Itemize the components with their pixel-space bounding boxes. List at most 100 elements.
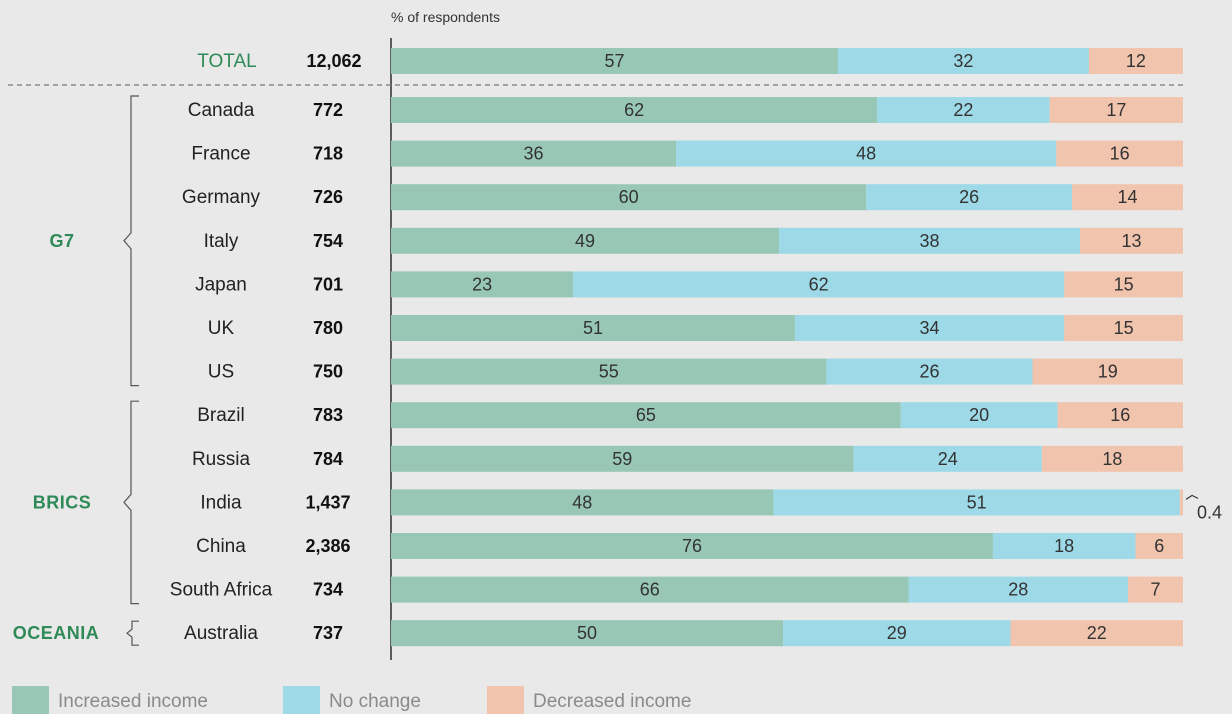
country-label: South Africa: [170, 580, 273, 601]
data-label: 20: [969, 405, 989, 425]
sample-size: 780: [313, 318, 343, 338]
sample-size: 772: [313, 100, 343, 120]
data-label: 38: [920, 231, 940, 251]
bar-segment-no-change: [877, 97, 1050, 123]
bar-segment-decreased-income: [1032, 358, 1183, 385]
bar-segment-decreased-income: [1080, 227, 1183, 254]
group-brace: [123, 95, 139, 387]
bar-segment-increased-income: [391, 140, 677, 167]
bar-segment-no-change: [773, 489, 1180, 516]
data-label: 48: [572, 492, 592, 512]
data-label: 18: [1054, 536, 1074, 556]
bar-segment-no-change: [783, 620, 1011, 647]
bar-segment-decreased-income: [1056, 140, 1183, 167]
sample-size: 754: [313, 231, 343, 251]
bar-segment-decreased-income: [1049, 97, 1183, 123]
country-label: India: [200, 492, 242, 513]
data-label: 32: [953, 51, 973, 71]
data-label: 29: [887, 623, 907, 643]
bar-segment-no-change: [837, 48, 1089, 74]
bar-segment-decreased-income: [1135, 533, 1183, 559]
data-label: 6: [1154, 536, 1164, 556]
bar-segment-decreased-income: [1010, 620, 1183, 647]
callout-line: [1185, 494, 1199, 500]
data-label: 49: [575, 231, 595, 251]
data-label: 51: [967, 492, 987, 512]
sample-size: 726: [313, 187, 343, 207]
bar-segment-no-change: [794, 315, 1065, 341]
data-label: 16: [1110, 144, 1130, 164]
bar-segment-decreased-income: [1072, 184, 1183, 211]
country-label: China: [196, 536, 246, 557]
data-label: 28: [1008, 580, 1028, 600]
sample-size: 718: [313, 144, 343, 164]
sample-size: 701: [313, 274, 343, 294]
sample-size: 734: [313, 580, 343, 600]
data-label: 59: [612, 449, 632, 469]
data-label: 17: [1106, 100, 1126, 120]
data-label: 22: [953, 100, 973, 120]
data-label: 18: [1102, 449, 1122, 469]
sample-size: 12,062: [306, 51, 361, 71]
bar-segment-no-change: [826, 358, 1033, 385]
data-label: 62: [624, 100, 644, 120]
data-label: 26: [920, 362, 940, 382]
data-label: 55: [599, 362, 619, 382]
data-label: 62: [809, 274, 829, 294]
data-label: 13: [1122, 231, 1142, 251]
bar-segment-increased-income: [391, 271, 574, 298]
bar-segment-increased-income: [391, 315, 795, 341]
sample-size: 2,386: [305, 536, 350, 556]
bar-segment-increased-income: [391, 445, 854, 472]
bar-segment-decreased-income: [1057, 402, 1183, 429]
bar-segment-increased-income: [391, 533, 993, 559]
bar-segment-no-change: [900, 402, 1058, 429]
bar-segment-no-change: [992, 533, 1136, 559]
country-label: Germany: [182, 187, 261, 208]
data-label: 51: [583, 318, 603, 338]
sample-size: 737: [313, 623, 343, 643]
data-label: 7: [1151, 580, 1161, 600]
data-label: 19: [1098, 362, 1118, 382]
data-label: 22: [1087, 623, 1107, 643]
group-label: OCEANIA: [13, 623, 100, 643]
sample-size: 784: [313, 449, 343, 469]
data-label: 60: [619, 187, 639, 207]
group-brace: [123, 400, 139, 605]
data-label: 15: [1114, 318, 1134, 338]
data-label: 12: [1126, 51, 1146, 71]
data-label: 48: [856, 144, 876, 164]
bar-segment-no-change: [908, 576, 1129, 603]
data-label: 15: [1114, 274, 1134, 294]
sample-size: 1,437: [305, 492, 350, 512]
bar-segment-increased-income: [391, 184, 867, 211]
group-label: BRICS: [33, 492, 92, 512]
bar-segment-no-change: [866, 184, 1073, 211]
data-label: 36: [524, 144, 544, 164]
bar-segment-decreased-income: [1041, 445, 1183, 472]
bar-segment-no-change: [676, 140, 1057, 167]
legend-swatch: [283, 686, 320, 714]
bar-segment-increased-income: [391, 402, 901, 429]
legend-label: No change: [329, 691, 421, 712]
country-label: Italy: [204, 231, 239, 252]
bar-segment-decreased-income: [1088, 48, 1183, 74]
bar-segment-increased-income: [391, 489, 774, 516]
country-label: France: [191, 144, 250, 165]
bar-segment-decreased-income: [1179, 489, 1183, 516]
country-label: UK: [208, 318, 235, 339]
data-label: 65: [636, 405, 656, 425]
bar-segment-decreased-income: [1064, 315, 1183, 341]
sample-size: 750: [313, 362, 343, 382]
axis-caption: % of respondents: [391, 9, 500, 25]
bar-segment-increased-income: [391, 576, 909, 603]
country-label: Brazil: [197, 405, 245, 426]
data-label: 57: [604, 51, 624, 71]
total-label: TOTAL: [197, 51, 256, 72]
data-label: 34: [920, 318, 940, 338]
legend-swatch: [12, 686, 49, 714]
group-brace: [126, 620, 139, 646]
bar-segment-increased-income: [391, 97, 878, 123]
data-label: 16: [1110, 405, 1130, 425]
bar-segment-increased-income: [391, 358, 827, 385]
